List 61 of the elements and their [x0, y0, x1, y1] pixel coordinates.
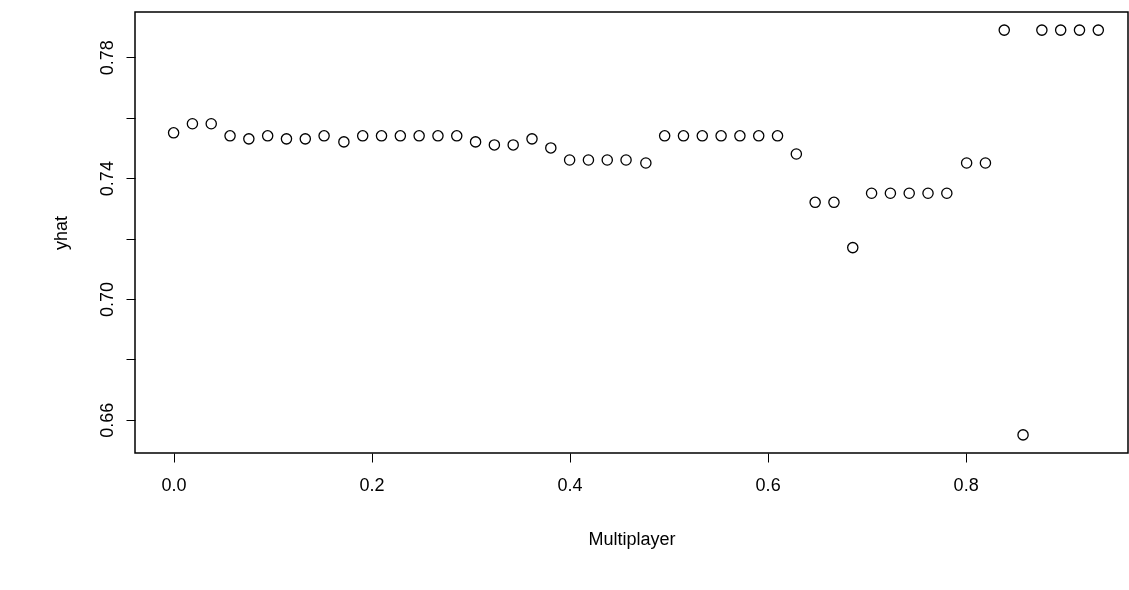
point	[734, 130, 746, 142]
point	[356, 130, 369, 142]
point	[658, 130, 671, 142]
point	[205, 118, 218, 130]
point	[752, 130, 765, 142]
point	[582, 154, 595, 166]
y-tick-label: 0.74	[96, 161, 117, 197]
point	[865, 187, 878, 199]
point	[979, 157, 992, 169]
point	[847, 241, 859, 254]
x-tick-label: 0.4	[557, 474, 583, 495]
point	[960, 157, 973, 169]
point	[167, 127, 180, 139]
x-tick-label: 0.8	[953, 474, 979, 495]
point	[884, 187, 897, 199]
point	[696, 130, 709, 142]
point	[432, 130, 444, 142]
point	[243, 133, 255, 145]
point	[941, 187, 953, 199]
y-tick-label: 0.78	[96, 40, 117, 76]
y-tick-label: 0.66	[96, 402, 117, 438]
point	[224, 130, 236, 142]
point	[620, 154, 632, 166]
point	[790, 148, 803, 160]
point	[526, 133, 538, 145]
point	[186, 118, 199, 130]
x-tick-label: 0.2	[359, 474, 385, 495]
point	[1036, 24, 1048, 36]
point	[640, 157, 652, 169]
point	[771, 130, 784, 142]
point	[469, 136, 482, 148]
point	[1017, 429, 1029, 441]
x-tick-label: 0.0	[161, 474, 187, 495]
x-axis-title: Multiplayer	[588, 528, 676, 549]
point	[375, 130, 388, 142]
point	[998, 24, 1011, 36]
point	[318, 130, 330, 142]
point	[261, 130, 274, 142]
point	[507, 139, 519, 151]
point	[1054, 24, 1067, 36]
point	[394, 130, 407, 142]
y-axis-title: yhat	[50, 215, 71, 251]
y-tick-label: 0.70	[96, 281, 117, 317]
point	[1073, 24, 1086, 36]
x-tick-label: 0.6	[755, 474, 781, 495]
point	[903, 187, 915, 199]
point	[601, 154, 614, 166]
point	[545, 142, 557, 154]
point	[922, 187, 934, 199]
point	[715, 130, 727, 142]
point	[299, 133, 312, 145]
point	[677, 130, 690, 142]
point	[809, 196, 821, 209]
point	[488, 139, 501, 151]
point	[828, 196, 840, 209]
point	[1092, 24, 1105, 36]
point	[280, 133, 293, 145]
point	[338, 136, 350, 148]
point	[563, 154, 576, 166]
point	[413, 130, 425, 142]
point	[450, 130, 463, 142]
